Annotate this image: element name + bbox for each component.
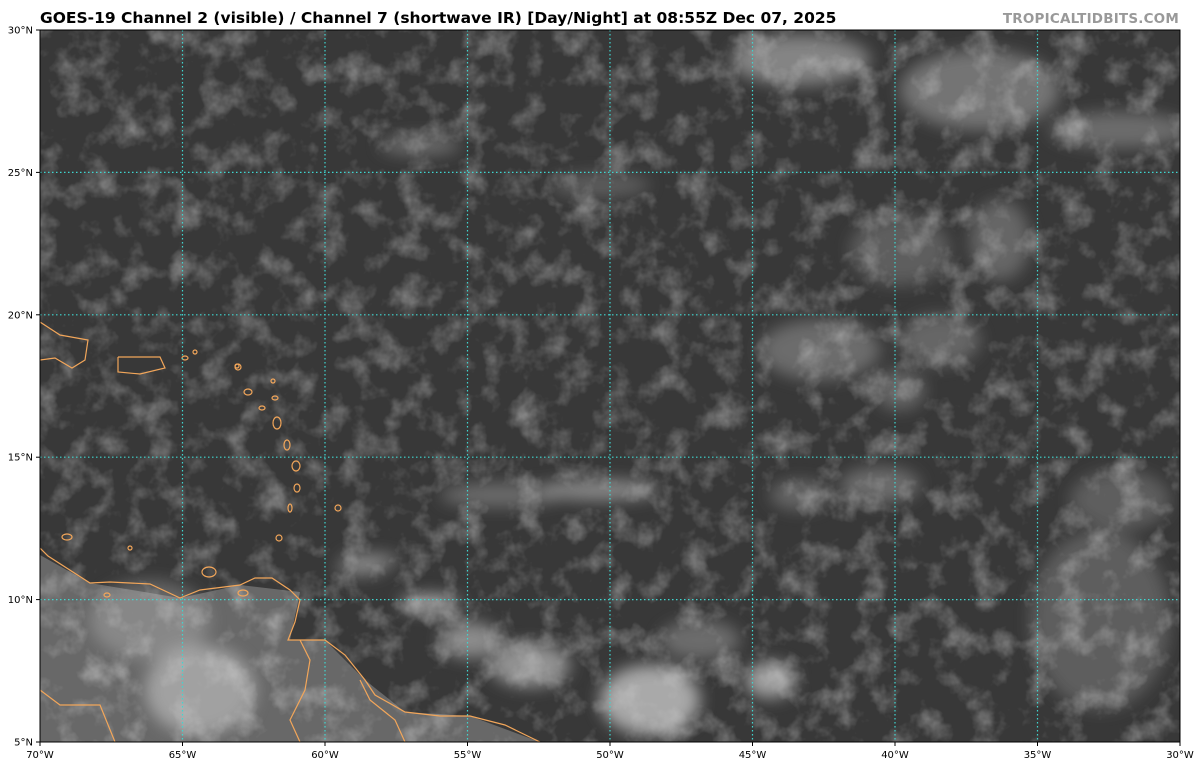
lat-label: 10°N <box>8 595 33 606</box>
cloud <box>745 662 795 698</box>
island <box>127 545 133 551</box>
cloud <box>970 200 1030 280</box>
lon-label: 45°W <box>739 750 767 761</box>
island <box>192 349 198 355</box>
cloud <box>760 320 880 380</box>
cloud <box>340 554 400 566</box>
cloud <box>540 480 660 500</box>
island <box>272 416 282 430</box>
coastline <box>359 679 406 742</box>
cloud <box>1070 470 1170 530</box>
cloud <box>840 467 920 503</box>
cloud <box>900 50 1060 130</box>
island <box>237 589 249 597</box>
island <box>201 566 217 578</box>
cloud <box>660 620 740 660</box>
gridlines <box>40 30 1180 742</box>
watermark: TROPICALTIDBITS.COM <box>1002 11 1179 27</box>
cloud <box>335 565 385 575</box>
island <box>271 395 279 401</box>
coastline <box>40 689 116 742</box>
lon-label: 35°W <box>1024 750 1052 761</box>
lon-label: 65°W <box>169 750 197 761</box>
cloud <box>1050 112 1180 148</box>
lat-label: 15°N <box>8 453 33 464</box>
cloud <box>875 370 925 410</box>
cloud <box>730 35 870 85</box>
lon-label: 70°W <box>26 750 54 761</box>
island <box>334 504 342 512</box>
lon-label: 30°W <box>1166 750 1194 761</box>
island <box>291 460 301 472</box>
coastline <box>40 321 89 369</box>
coastline <box>117 356 166 375</box>
island <box>243 388 253 396</box>
island <box>258 405 266 411</box>
cloud <box>145 645 255 735</box>
lat-label: 25°N <box>8 168 33 179</box>
cloud <box>1030 530 1170 710</box>
cloud <box>380 135 460 155</box>
cloud <box>850 215 950 285</box>
cloud <box>900 315 980 365</box>
cloud <box>440 483 560 507</box>
coastline <box>289 639 311 742</box>
island <box>293 483 301 493</box>
cloud <box>440 622 500 658</box>
cloud <box>90 580 210 660</box>
lat-label: 20°N <box>8 310 33 321</box>
island <box>61 533 73 541</box>
lon-label: 55°W <box>454 750 482 761</box>
lon-label: 50°W <box>596 750 624 761</box>
map-title: GOES-19 Channel 2 (visible) / Channel 7 … <box>40 9 837 27</box>
island <box>283 439 291 451</box>
cloud <box>550 173 650 197</box>
cloud <box>490 643 570 687</box>
lon-label: 40°W <box>881 750 909 761</box>
cloud <box>600 665 700 735</box>
cloud <box>770 480 830 510</box>
axis-ticks: 70°W 65°W 60°W 55°W 50°W 45°W 40°W 35°W 30°W 5°N 1… <box>8 26 1194 762</box>
island <box>287 503 293 513</box>
lon-label: 60°W <box>311 750 339 761</box>
island <box>234 363 240 369</box>
island <box>103 592 111 598</box>
lat-label: 5°N <box>14 738 33 749</box>
island <box>275 534 283 542</box>
island <box>270 378 276 384</box>
cloud <box>400 595 460 611</box>
cloud-layer <box>90 35 1180 735</box>
lat-label: 30°N <box>8 26 33 37</box>
